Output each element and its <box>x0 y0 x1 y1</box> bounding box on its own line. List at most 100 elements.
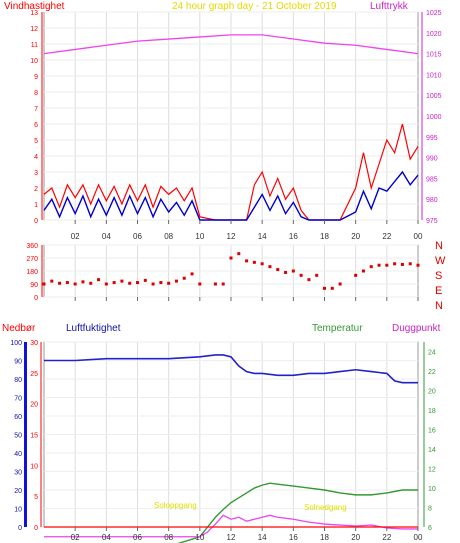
wind-direction-point <box>260 262 264 266</box>
x-tick-label: 08 <box>164 533 173 542</box>
wind-direction-point <box>182 276 186 280</box>
y-left-tick-label: 7 <box>34 106 38 113</box>
wind-direction-point <box>276 268 280 272</box>
y-left-tick-label: 12 <box>30 26 38 33</box>
wind-direction-point <box>198 282 202 286</box>
y-temp-tick-label: 22 <box>428 369 436 376</box>
y-rain-tick-label: 25 <box>30 371 38 378</box>
y-right-tick-label: 1010 <box>426 72 442 79</box>
dewpoint-line <box>44 514 418 538</box>
wind-direction-point <box>361 269 365 273</box>
y-right-tick-label: 1025 <box>426 10 442 17</box>
wind-direction-point <box>89 281 93 285</box>
y-right-tick-label: 1020 <box>426 31 442 38</box>
wind-direction-point <box>315 273 319 277</box>
x-tick-label: 02 <box>71 232 80 241</box>
y-left-tick-label: 10 <box>30 58 38 65</box>
y-right-tick-label: 995 <box>426 135 438 142</box>
wind-direction-point <box>369 265 373 269</box>
y-humidity-tick-label: 10 <box>14 507 22 514</box>
x-tick-label: 00 <box>414 232 423 241</box>
y-left-tick-label: 6 <box>34 122 38 129</box>
wind-direction-point <box>174 279 178 283</box>
y-temp-tick-label: 6 <box>428 525 432 532</box>
x-tick-label: 20 <box>351 232 360 241</box>
compass-label-n: N <box>435 300 443 312</box>
compass-label-w: W <box>435 255 446 267</box>
y-dir-tick-label: 360 <box>26 243 38 250</box>
wind-direction-point <box>408 262 412 266</box>
wind-speed-label: Vindhastighet <box>4 1 65 12</box>
y-humidity-tick-label: 60 <box>14 414 22 421</box>
y-left-tick-label: 8 <box>34 90 38 97</box>
y-humidity-tick-label: 20 <box>14 488 22 495</box>
wind-direction-point <box>221 282 225 286</box>
y-humidity-tick-label: 0 <box>18 525 22 532</box>
y-humidity-tick-label: 30 <box>14 470 22 477</box>
x-tick-label: 10 <box>195 232 204 241</box>
wind-direction-point <box>291 269 295 273</box>
wind-direction-point <box>245 259 249 263</box>
x-tick-label: 16 <box>289 232 298 241</box>
wind-direction-point <box>229 256 233 260</box>
wind-avg-line <box>43 170 419 221</box>
y-dir-tick-label: 0 <box>34 295 38 302</box>
y-humidity-tick-label: 100 <box>10 340 22 347</box>
y-dir-tick-label: 90 <box>30 282 38 289</box>
y-right-tick-label: 985 <box>426 176 438 183</box>
wind-direction-point <box>151 282 155 286</box>
y-rain-tick-label: 5 <box>34 494 38 501</box>
y-humidity-tick-label: 40 <box>14 451 22 458</box>
wind-direction-point <box>112 281 116 285</box>
temperature-label: Temperatur <box>312 323 363 334</box>
x-tick-label: 04 <box>102 232 111 241</box>
wind-direction-point <box>268 265 272 269</box>
y-right-tick-label: 975 <box>426 218 438 225</box>
x-tick-label: 18 <box>320 232 329 241</box>
wind-direction-point <box>330 286 334 290</box>
y-rain-tick-label: 30 <box>30 340 38 347</box>
y-humidity-tick-label: 90 <box>14 359 22 366</box>
wind-direction-point <box>97 278 101 282</box>
wind-direction-point <box>58 281 62 285</box>
x-tick-label: 12 <box>227 533 236 542</box>
pressure-line <box>43 34 419 55</box>
y-right-tick-label: 1015 <box>426 52 442 59</box>
y-left-tick-label: 2 <box>34 186 38 193</box>
y-left-tick-label: 9 <box>34 74 38 81</box>
y-right-tick-label: 980 <box>426 197 438 204</box>
x-tick-label: 18 <box>320 533 329 542</box>
wind-direction-point <box>284 270 288 274</box>
chart-title: 24 hour graph day - 21 October 2019 <box>172 1 337 12</box>
wind-direction-point <box>128 281 132 285</box>
y-left-tick-label: 11 <box>31 42 38 49</box>
wind-direction-point <box>65 281 69 285</box>
y-temp-tick-label: 12 <box>428 467 436 474</box>
humidity-axis-bar <box>24 342 27 527</box>
sunrise-label: Soloppgang <box>154 501 197 510</box>
y-humidity-tick-label: 80 <box>14 377 22 384</box>
wind-direction-point <box>42 282 46 286</box>
y-left-tick-label: 3 <box>34 170 38 177</box>
x-tick-label: 10 <box>195 533 204 542</box>
pressure-label: Lufttrykk <box>370 1 409 12</box>
x-tick-label: 22 <box>382 232 391 241</box>
x-tick-label: 14 <box>258 232 267 241</box>
x-tick-label: 22 <box>382 533 391 542</box>
wind-direction-point <box>81 280 85 284</box>
x-tick-label: 06 <box>133 232 142 241</box>
y-left-tick-label: 5 <box>34 138 38 145</box>
y-humidity-tick-label: 70 <box>14 396 22 403</box>
humidity-line <box>44 354 418 384</box>
humidity-label: Luftfuktighet <box>66 323 121 334</box>
wind-direction-point <box>167 281 171 285</box>
y-temp-tick-label: 10 <box>428 486 436 493</box>
y-dir-tick-label: 180 <box>26 269 38 276</box>
x-tick-label: 20 <box>351 533 360 542</box>
wind-direction-point <box>159 281 163 285</box>
y-humidity-tick-label: 50 <box>14 433 22 440</box>
y-right-tick-label: 1000 <box>426 114 442 121</box>
x-tick-label: 14 <box>258 533 267 542</box>
wind-direction-point <box>299 273 303 277</box>
